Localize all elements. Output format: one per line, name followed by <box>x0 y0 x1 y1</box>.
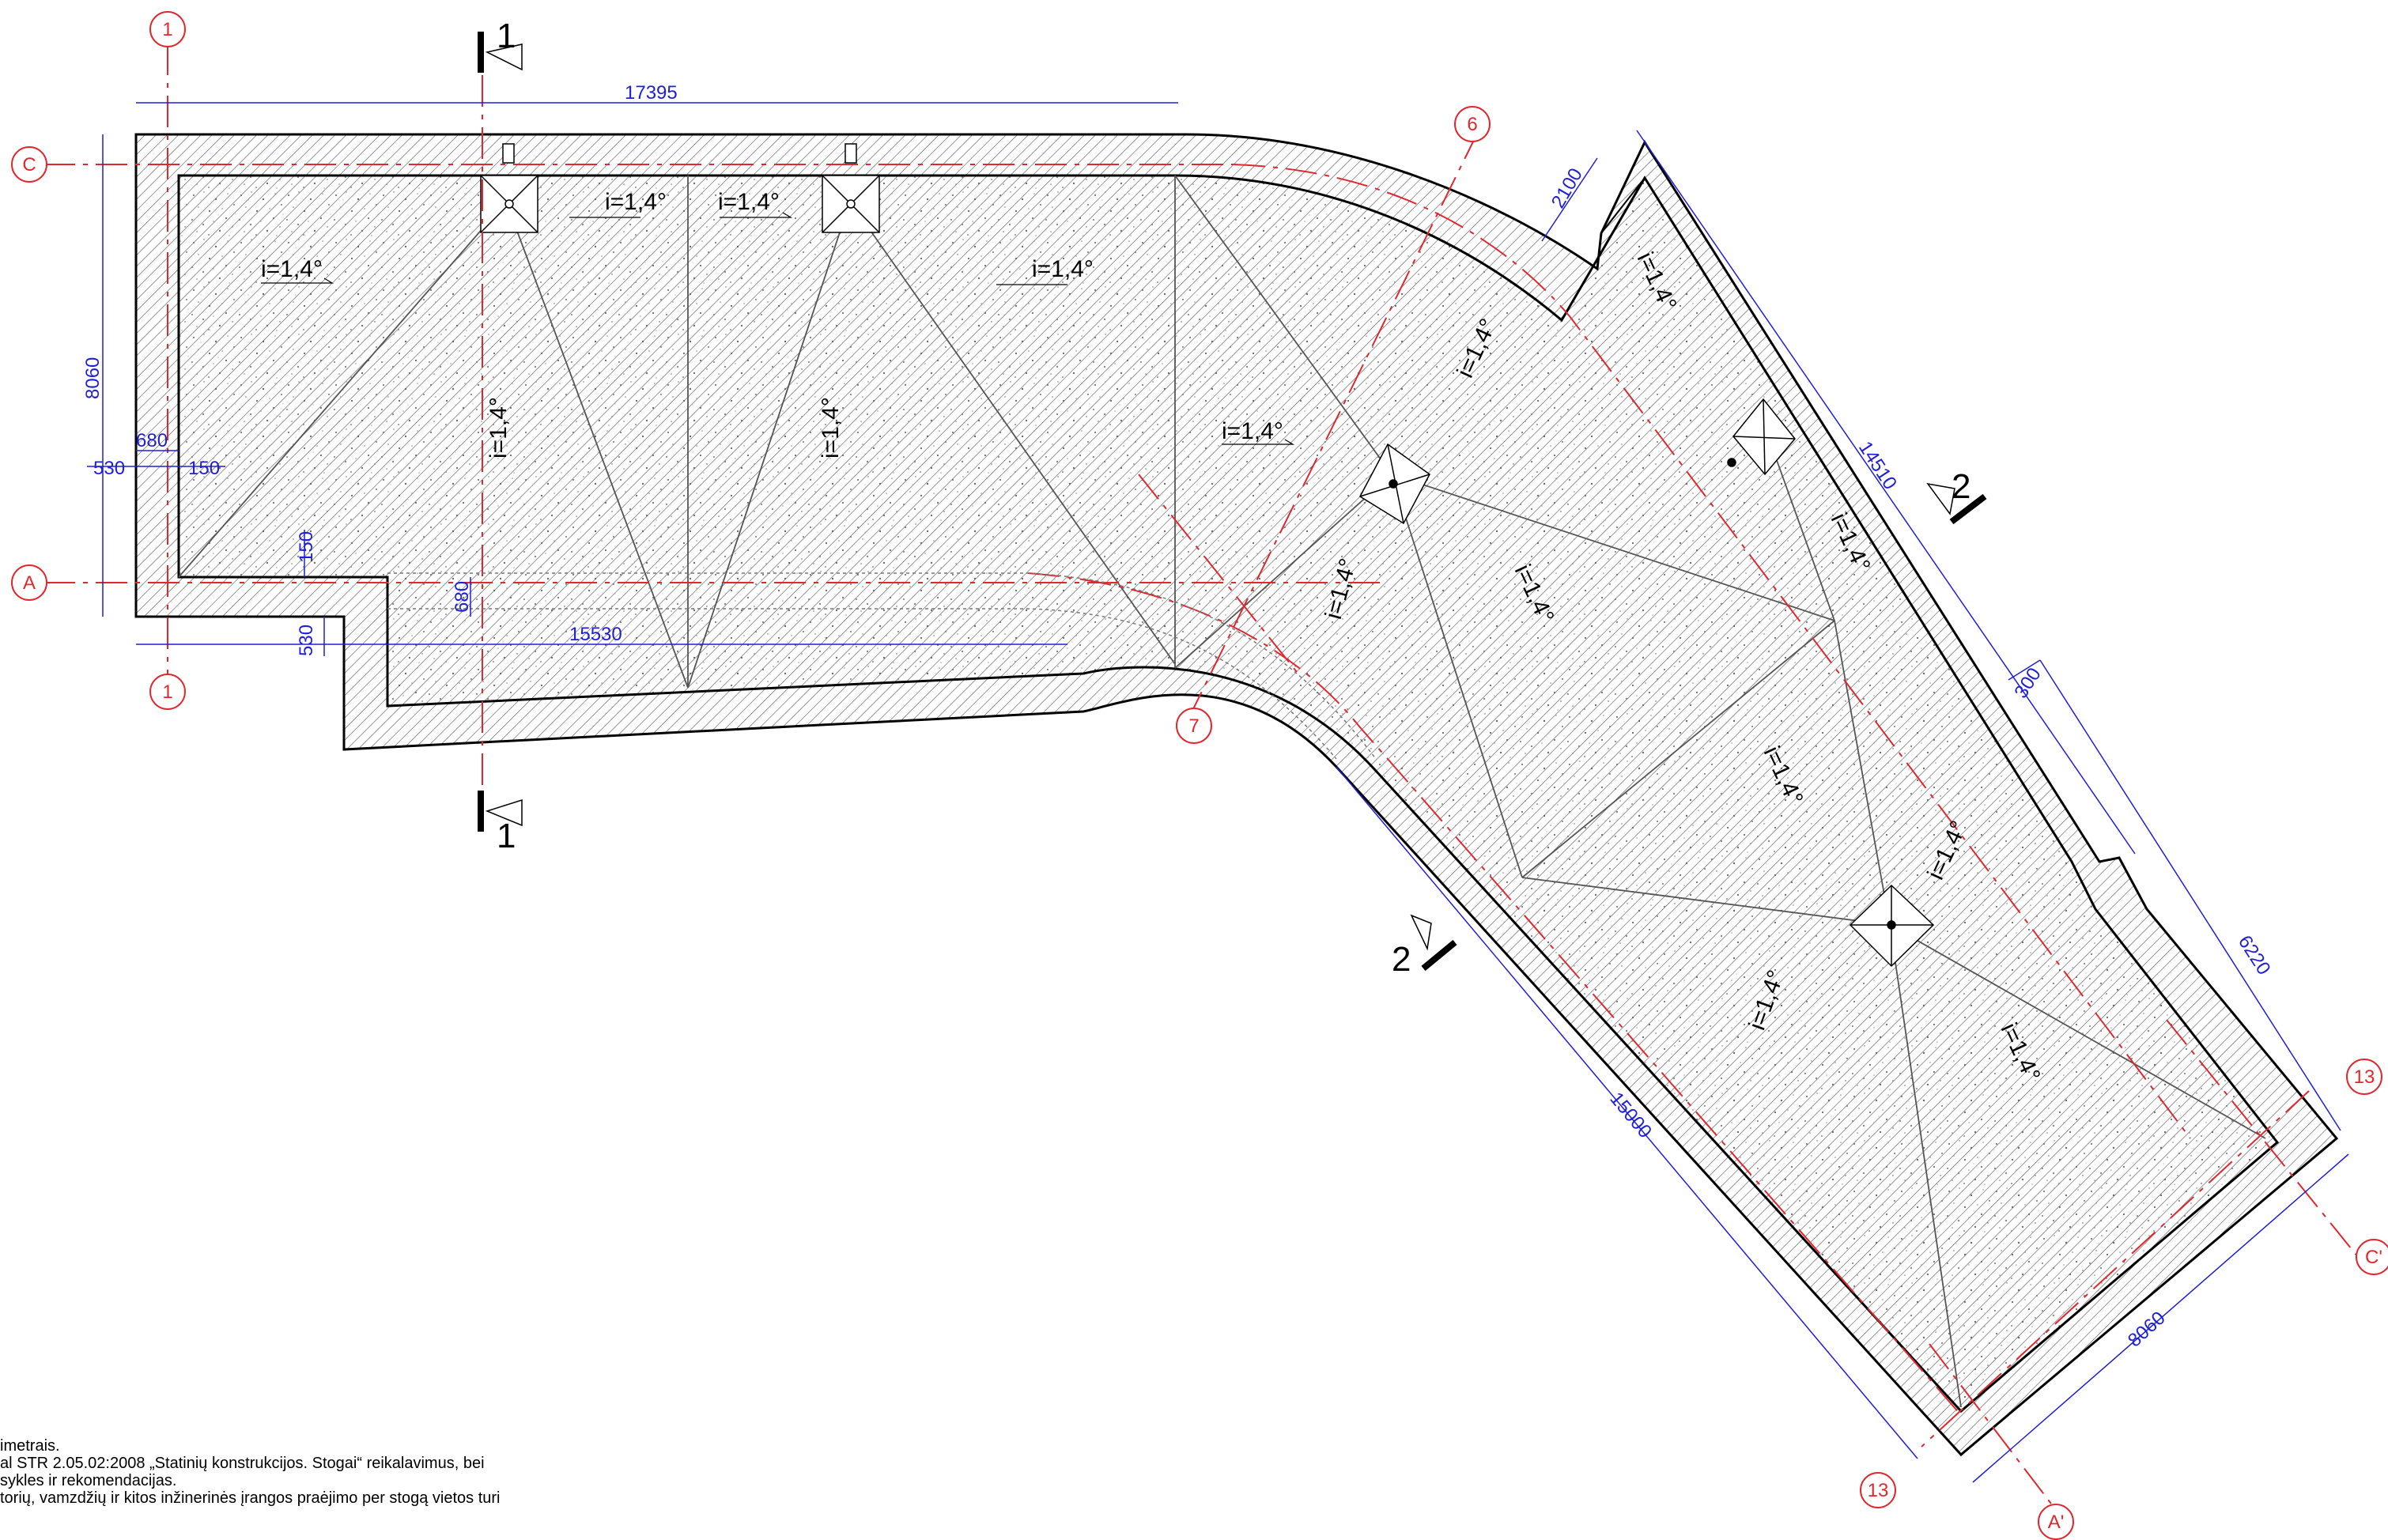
dim-680-left: 680 <box>136 430 168 451</box>
dim-wing-top-offset: 2100 <box>1547 164 1587 212</box>
roof-surface <box>177 174 2280 1414</box>
dim-wing-step: 300 <box>2010 664 2045 702</box>
section-cut-labels: 1 1 2 2 <box>497 17 1970 979</box>
slope-arrows <box>261 212 1295 445</box>
axis-label-a-prime: A' <box>2048 1512 2065 1533</box>
slope-lines <box>178 175 2266 1408</box>
axis-lines <box>43 43 2365 1511</box>
note-line-3: sykles ir rekomendacijas. <box>0 1472 177 1489</box>
axis-bubble-labels: 1 1 C A 6 7 13 13 C' A' <box>22 19 2382 1533</box>
axis-label-6: 6 <box>1467 114 1477 135</box>
axis-label-c-prime: C' <box>2365 1247 2382 1268</box>
section-cut-marks <box>478 32 1987 972</box>
drain-funnels <box>480 143 1935 968</box>
section-1-bottom: 1 <box>497 817 516 855</box>
axis-label-c: C <box>22 154 36 176</box>
axis-label-a: A <box>23 572 36 594</box>
slope-label: i=1,4° <box>486 397 512 459</box>
dim-150-left: 150 <box>188 458 220 479</box>
dim-530-vert: 530 <box>296 625 317 656</box>
slope-label: i=1,4° <box>818 397 844 459</box>
dim-150-vert: 150 <box>296 531 317 563</box>
axis-label-1-top: 1 <box>162 19 172 40</box>
axis-label-1-bottom: 1 <box>162 681 172 703</box>
general-notes: imetrais. al STR 2.05.02:2008 „Statinių … <box>0 1437 712 1507</box>
slope-label: i=1,4° <box>718 189 780 215</box>
inner-parapet-hint-2 <box>387 608 1337 760</box>
axis-label-7: 7 <box>1188 715 1199 737</box>
note-line-1: imetrais. <box>0 1437 60 1455</box>
axis-label-13-bottom: 13 <box>1868 1480 1889 1501</box>
dim-530-left: 530 <box>93 458 125 479</box>
note-line-4: torių, vamzdžių ir kitos inžinerinės įra… <box>0 1489 501 1507</box>
wing-rim-line <box>1600 176 2072 862</box>
section-2-left: 2 <box>1392 940 1411 979</box>
slope-label: i=1,4° <box>605 189 667 215</box>
dimension-lines <box>87 102 2349 1483</box>
slope-label: i=1,4° <box>1032 256 1094 282</box>
dim-wing-right-length: 6220 <box>2234 932 2275 979</box>
dim-680-vert: 680 <box>452 581 473 613</box>
dim-top-length: 17395 <box>625 82 678 104</box>
section-2-right: 2 <box>1952 467 1970 506</box>
axis-bubbles <box>11 11 2388 1540</box>
section-1-top: 1 <box>497 17 516 55</box>
dim-left-height: 8060 <box>82 357 104 399</box>
slope-label: i=1,4° <box>261 256 323 282</box>
slope-label: i=1,4° <box>1222 418 1283 444</box>
axis-label-13-right: 13 <box>2354 1066 2375 1088</box>
inner-parapet-hint <box>387 572 1377 760</box>
note-line-2: al STR 2.05.02:2008 „Statinių konstrukci… <box>0 1455 485 1472</box>
dim-bottom-length: 15530 <box>569 624 622 645</box>
